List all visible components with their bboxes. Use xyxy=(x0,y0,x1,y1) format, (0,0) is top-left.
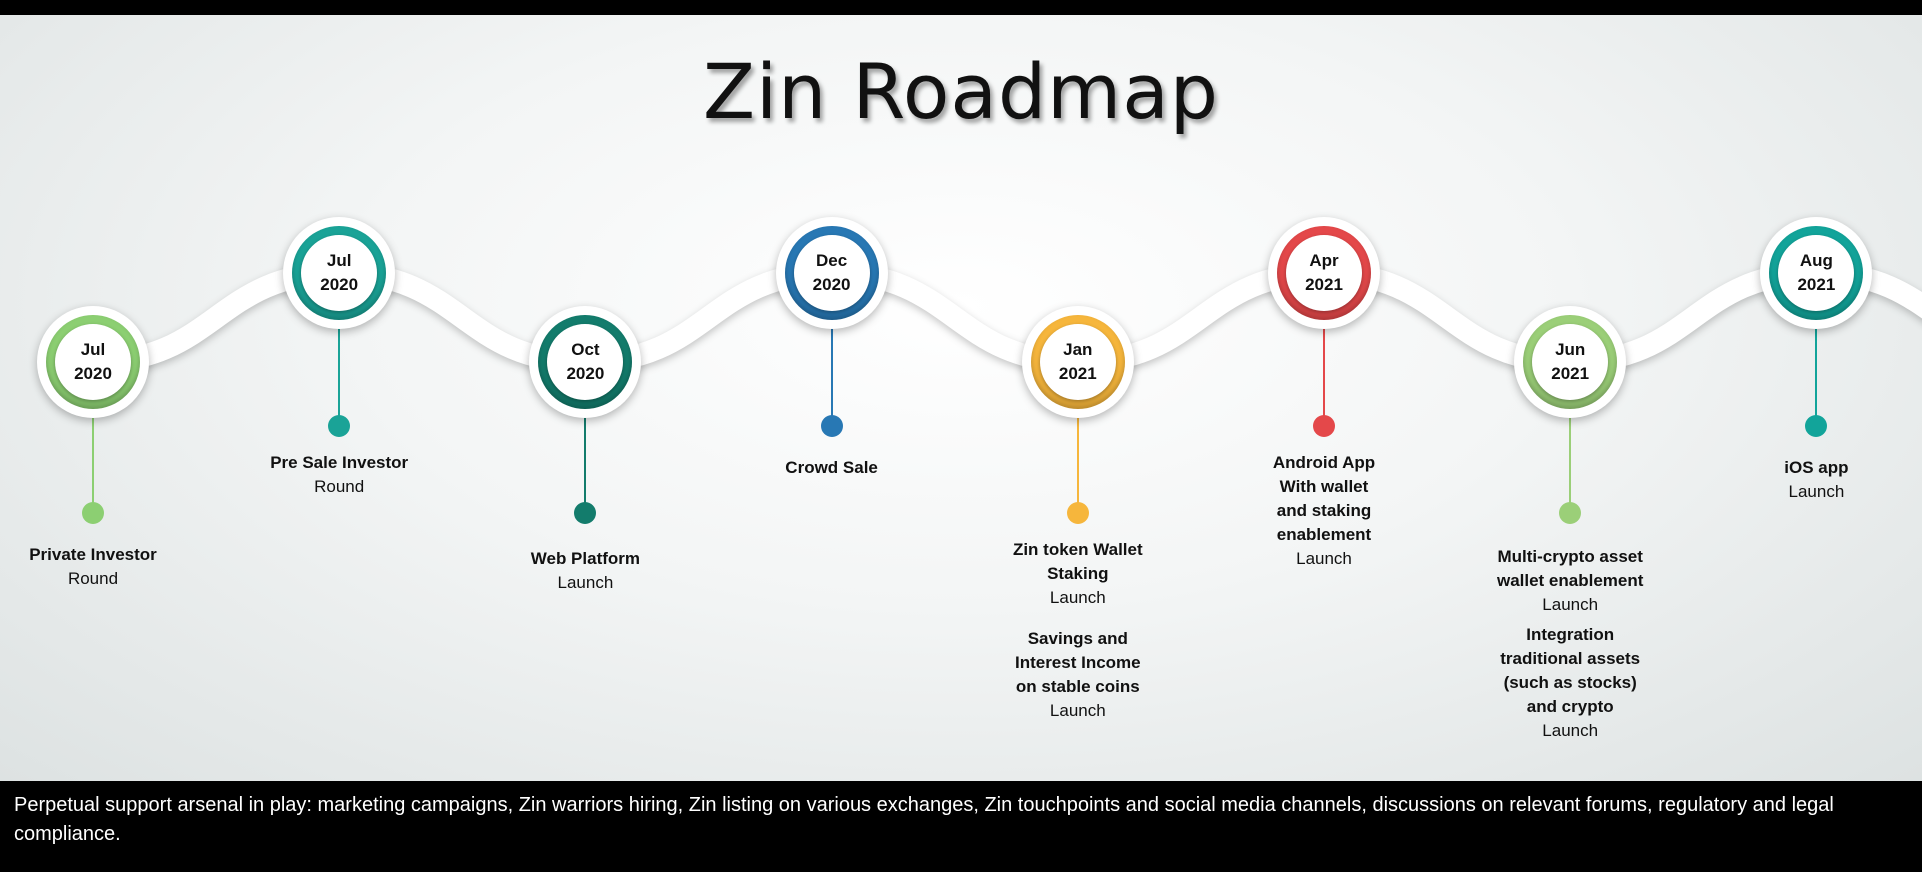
milestone-node: Aug 2021 xyxy=(1760,217,1873,329)
milestone-subtitle: Launch xyxy=(1542,595,1599,614)
milestone-subtitle: Launch xyxy=(1296,549,1352,568)
milestone-date: Jun 2021 xyxy=(1532,324,1609,400)
milestone-title: Private Investor xyxy=(29,545,157,564)
milestone-secondary-subtitle: Launch xyxy=(1542,721,1599,740)
milestone-ring: Oct 2020 xyxy=(538,315,633,409)
milestone-secondary-label: Integration traditional assets (such as … xyxy=(1495,623,1645,743)
milestone-node: Oct 2020 xyxy=(529,306,642,418)
milestone-secondary-label: Savings and Interest Income on stable co… xyxy=(1008,627,1148,723)
milestone-node: Dec 2020 xyxy=(775,217,888,329)
milestone-node: Apr 2021 xyxy=(1268,217,1380,329)
milestone-dot xyxy=(82,502,104,524)
milestone-date: Jan 2021 xyxy=(1039,324,1116,400)
milestone-label: Crowd Sale xyxy=(757,456,907,480)
milestone-stem xyxy=(1569,409,1572,513)
milestone-dot xyxy=(574,502,597,524)
milestone-month: Jul xyxy=(326,251,352,270)
milestone-ring: Apr 2021 xyxy=(1277,226,1371,320)
milestone-label: iOS app Launch xyxy=(1741,456,1891,504)
milestone-date: Jul 2020 xyxy=(301,235,378,311)
milestone-month: Jun xyxy=(1555,340,1586,359)
milestone-year: 2020 xyxy=(566,364,605,383)
milestone-subtitle: Launch xyxy=(1049,588,1106,607)
milestone-year: 2020 xyxy=(812,275,851,294)
milestone-stem xyxy=(338,320,341,426)
milestone-label: Web Platform Launch xyxy=(510,547,660,595)
milestone-title: Multi-crypto asset wallet enablement xyxy=(1496,547,1644,590)
milestone-title: Web Platform xyxy=(530,549,641,568)
milestone-subtitle: Launch xyxy=(557,573,614,592)
milestone-ring: Jul 2020 xyxy=(46,315,140,409)
milestone-node: Jan 2021 xyxy=(1021,306,1134,418)
milestone-node: Jun 2021 xyxy=(1514,306,1627,418)
milestone-date: Oct 2020 xyxy=(547,324,624,400)
milestone-month: Dec xyxy=(816,251,848,270)
milestone-year: 2021 xyxy=(1797,275,1836,294)
page-title: Zin Roadmap xyxy=(702,47,1220,136)
milestone-year: 2020 xyxy=(74,364,112,383)
milestone-date: Jul 2020 xyxy=(55,324,131,400)
milestone-dot xyxy=(1313,415,1335,437)
milestone-label: Multi-crypto asset wallet enablement Laun… xyxy=(1490,545,1650,617)
milestone-date: Apr 2021 xyxy=(1286,235,1362,311)
milestone-stem xyxy=(1323,320,1325,426)
milestone-dot xyxy=(1805,415,1828,437)
milestone-stem xyxy=(830,320,833,426)
milestone-year: 2021 xyxy=(1058,364,1097,383)
milestone-title: Android App With wallet and staking enab… xyxy=(1272,453,1376,544)
milestone-subtitle: Launch xyxy=(1788,482,1845,501)
milestone-label: Zin token Wallet Staking Launch xyxy=(1003,538,1153,610)
footer-banner: Perpetual support arsenal in play: marke… xyxy=(0,781,1922,872)
milestone-label: Pre Sale Investor Round xyxy=(264,451,414,499)
milestone-ring: Dec 2020 xyxy=(784,226,879,320)
milestone-title: iOS app xyxy=(1784,458,1849,477)
milestone-year: 2021 xyxy=(1305,275,1343,294)
milestone-month: Oct xyxy=(571,340,600,359)
milestone-month: Jan xyxy=(1063,340,1093,359)
milestone-title: Pre Sale Investor xyxy=(270,453,409,472)
milestone-dot xyxy=(1559,502,1582,524)
milestone-year: 2021 xyxy=(1551,364,1590,383)
milestone-month: Apr xyxy=(1309,251,1339,270)
milestone-ring: Jul 2020 xyxy=(292,226,387,320)
milestone-dot xyxy=(820,415,843,437)
milestone-year: 2020 xyxy=(320,275,359,294)
milestone-secondary-title: Integration traditional assets (such as … xyxy=(1500,625,1641,716)
milestone-node: Jul 2020 xyxy=(283,217,396,329)
milestone-stem xyxy=(92,409,94,513)
milestone-stem xyxy=(1076,409,1079,513)
milestone-subtitle: Round xyxy=(314,477,365,496)
roadmap-canvas: Zin Roadmap Jul 2020 Private Investor Round… xyxy=(0,15,1922,781)
milestone-stem xyxy=(1815,320,1818,426)
milestone-secondary-title: Savings and Interest Income on stable co… xyxy=(1014,629,1141,696)
milestone-ring: Jan 2021 xyxy=(1030,315,1125,409)
milestone-label: Private Investor Round xyxy=(18,543,168,591)
milestone-date: Dec 2020 xyxy=(793,235,870,311)
milestone-title: Zin token Wallet Staking xyxy=(1012,540,1143,583)
milestone-title: Crowd Sale xyxy=(785,458,878,477)
milestone-label: Android App With wallet and staking enab… xyxy=(1264,451,1384,571)
milestone-ring: Jun 2021 xyxy=(1523,315,1618,409)
milestone-secondary-subtitle: Launch xyxy=(1049,701,1106,720)
milestone-node: Jul 2020 xyxy=(37,306,149,418)
milestone-ring: Aug 2021 xyxy=(1769,226,1864,320)
milestone-month: Jul xyxy=(80,340,106,359)
milestone-dot xyxy=(1066,502,1089,524)
milestone-stem xyxy=(584,409,587,513)
milestone-month: Aug xyxy=(1799,251,1833,270)
milestone-subtitle: Round xyxy=(67,569,119,588)
milestone-dot xyxy=(328,415,351,437)
footer-text: Perpetual support arsenal in play: marke… xyxy=(14,794,1834,845)
milestone-date: Aug 2021 xyxy=(1778,235,1855,311)
